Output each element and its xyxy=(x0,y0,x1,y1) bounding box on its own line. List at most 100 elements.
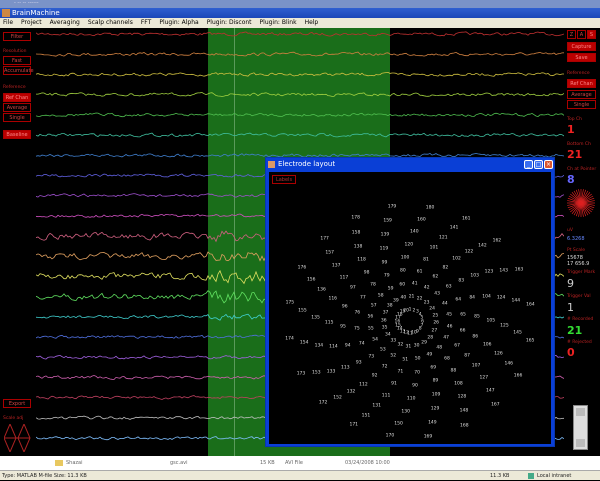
electrode-58[interactable]: 58 xyxy=(377,293,384,299)
menu-scalp-channels[interactable]: Scalp channels xyxy=(87,19,133,26)
electrode-55[interactable]: 55 xyxy=(367,326,374,332)
electrode-48[interactable]: 48 xyxy=(436,345,443,351)
electrode-26[interactable]: 26 xyxy=(433,320,440,326)
electrode-164[interactable]: 164 xyxy=(526,302,535,308)
electrode-35[interactable]: 35 xyxy=(381,325,388,331)
electrode-148[interactable]: 148 xyxy=(459,408,469,414)
electrode-27[interactable]: 27 xyxy=(431,328,438,334)
electrode-37[interactable]: 37 xyxy=(382,310,389,316)
electrode-62[interactable]: 62 xyxy=(432,274,439,280)
electrode-24[interactable]: 24 xyxy=(429,306,435,312)
electrode-53[interactable]: 53 xyxy=(379,347,386,353)
electrode-8[interactable]: 8 xyxy=(418,326,422,332)
electrode-89[interactable]: 89 xyxy=(432,378,439,384)
electrode-20[interactable]: 20 xyxy=(403,308,409,314)
labels-button[interactable]: Labels xyxy=(272,175,296,184)
electrode-120[interactable]: 120 xyxy=(404,242,414,248)
electrode-118[interactable]: 118 xyxy=(357,257,366,263)
ref-chan-button[interactable]: Ref Chan xyxy=(3,93,31,102)
electrode-150[interactable]: 150 xyxy=(394,421,403,427)
electrode-71[interactable]: 71 xyxy=(397,369,404,375)
electrode-59[interactable]: 59 xyxy=(387,286,394,292)
electrode-34[interactable]: 34 xyxy=(385,332,391,338)
electrode-82[interactable]: 82 xyxy=(442,265,449,271)
electrode-90[interactable]: 90 xyxy=(412,383,418,389)
electrode-125[interactable]: 125 xyxy=(500,323,509,329)
capture-button[interactable]: Capture xyxy=(567,42,596,51)
accumulate-button[interactable]: Accumulate xyxy=(3,66,34,75)
electrode-6[interactable]: 6 xyxy=(421,319,425,325)
electrode-87[interactable]: 87 xyxy=(464,353,471,359)
electrode-105[interactable]: 105 xyxy=(486,318,496,324)
electrode-172[interactable]: 172 xyxy=(318,400,328,406)
electrode-28[interactable]: 28 xyxy=(427,335,434,341)
electrode-16[interactable]: 16 xyxy=(394,319,401,325)
electrode-70[interactable]: 70 xyxy=(414,370,421,376)
electrode-61[interactable]: 61 xyxy=(416,269,423,275)
electrode-174[interactable]: 174 xyxy=(285,336,294,342)
electrode-104[interactable]: 104 xyxy=(482,294,491,300)
electrode-94[interactable]: 94 xyxy=(344,343,351,349)
electrode-142[interactable]: 142 xyxy=(478,243,487,249)
electrode-15[interactable]: 15 xyxy=(395,323,401,329)
electrode-177[interactable]: 177 xyxy=(320,236,329,242)
electrode-17[interactable]: 17 xyxy=(395,315,401,321)
electrode-46[interactable]: 46 xyxy=(446,324,453,330)
electrode-91[interactable]: 91 xyxy=(391,381,397,387)
electrode-81[interactable]: 81 xyxy=(423,257,429,263)
close-button[interactable]: × xyxy=(544,160,553,169)
electrode-2[interactable]: 2 xyxy=(412,308,416,314)
electrode-92[interactable]: 92 xyxy=(371,373,378,379)
electrode-66[interactable]: 66 xyxy=(459,328,466,334)
electrode-44[interactable]: 44 xyxy=(441,301,448,306)
electrode-19[interactable]: 19 xyxy=(399,309,406,315)
electrode-25[interactable]: 25 xyxy=(432,313,439,319)
electrode-41[interactable]: 41 xyxy=(411,281,418,287)
electrode-140[interactable]: 140 xyxy=(410,229,419,235)
scale-arrows-icon[interactable] xyxy=(4,424,32,452)
electrode-29[interactable]: 29 xyxy=(421,340,427,346)
electrode-103[interactable]: 103 xyxy=(470,273,480,279)
electrode-52[interactable]: 52 xyxy=(390,353,397,359)
electrode-124[interactable]: 124 xyxy=(496,295,506,301)
electrode-43[interactable]: 43 xyxy=(434,291,441,297)
electrode-127[interactable]: 127 xyxy=(479,375,489,381)
electrode-126[interactable]: 126 xyxy=(494,351,503,357)
electrode-141[interactable]: 141 xyxy=(449,225,459,231)
electrode-112[interactable]: 112 xyxy=(359,382,368,388)
electrode-96[interactable]: 96 xyxy=(341,304,348,310)
electrode-68[interactable]: 68 xyxy=(444,356,450,362)
electrode-149[interactable]: 149 xyxy=(428,420,437,426)
fast-button[interactable]: Fast xyxy=(3,56,31,65)
electrode-134[interactable]: 134 xyxy=(314,343,324,349)
electrode-123[interactable]: 123 xyxy=(484,269,494,275)
electrode-49[interactable]: 49 xyxy=(426,352,433,358)
electrode-88[interactable]: 88 xyxy=(450,368,457,374)
electrode-133[interactable]: 133 xyxy=(326,369,336,374)
filter-button[interactable]: Filter xyxy=(3,32,31,41)
zoom-button[interactable]: Z xyxy=(567,30,576,39)
menu-plugin-discont[interactable]: Plugin: Discont xyxy=(206,19,252,26)
electrode-145[interactable]: 145 xyxy=(513,330,522,336)
electrode-156[interactable]: 156 xyxy=(306,277,316,283)
electrode-117[interactable]: 117 xyxy=(339,275,349,281)
electrode-176[interactable]: 176 xyxy=(297,265,307,271)
electrode-135[interactable]: 135 xyxy=(311,315,320,321)
electrode-136[interactable]: 136 xyxy=(317,287,326,293)
electrode-100[interactable]: 100 xyxy=(400,255,410,261)
electrode-129[interactable]: 129 xyxy=(430,406,440,412)
time-cursor[interactable] xyxy=(234,28,235,456)
electrode-138[interactable]: 138 xyxy=(353,244,363,250)
electrode-69[interactable]: 69 xyxy=(430,365,437,371)
menu-help[interactable]: Help xyxy=(304,19,319,26)
electrode-4[interactable]: 4 xyxy=(418,312,422,318)
electrode-143[interactable]: 143 xyxy=(499,268,509,274)
save-button[interactable]: Save xyxy=(567,53,596,62)
export-button[interactable]: Export xyxy=(3,399,31,408)
electrode-152[interactable]: 152 xyxy=(333,395,342,401)
electrode-56[interactable]: 56 xyxy=(367,314,374,320)
menu-plugin-blink[interactable]: Plugin: Blink xyxy=(259,19,297,26)
electrode-1[interactable]: 1 xyxy=(408,307,412,313)
electrode-113[interactable]: 113 xyxy=(340,365,350,371)
menu-plugin-alpha[interactable]: Plugin: Alpha xyxy=(159,19,199,26)
